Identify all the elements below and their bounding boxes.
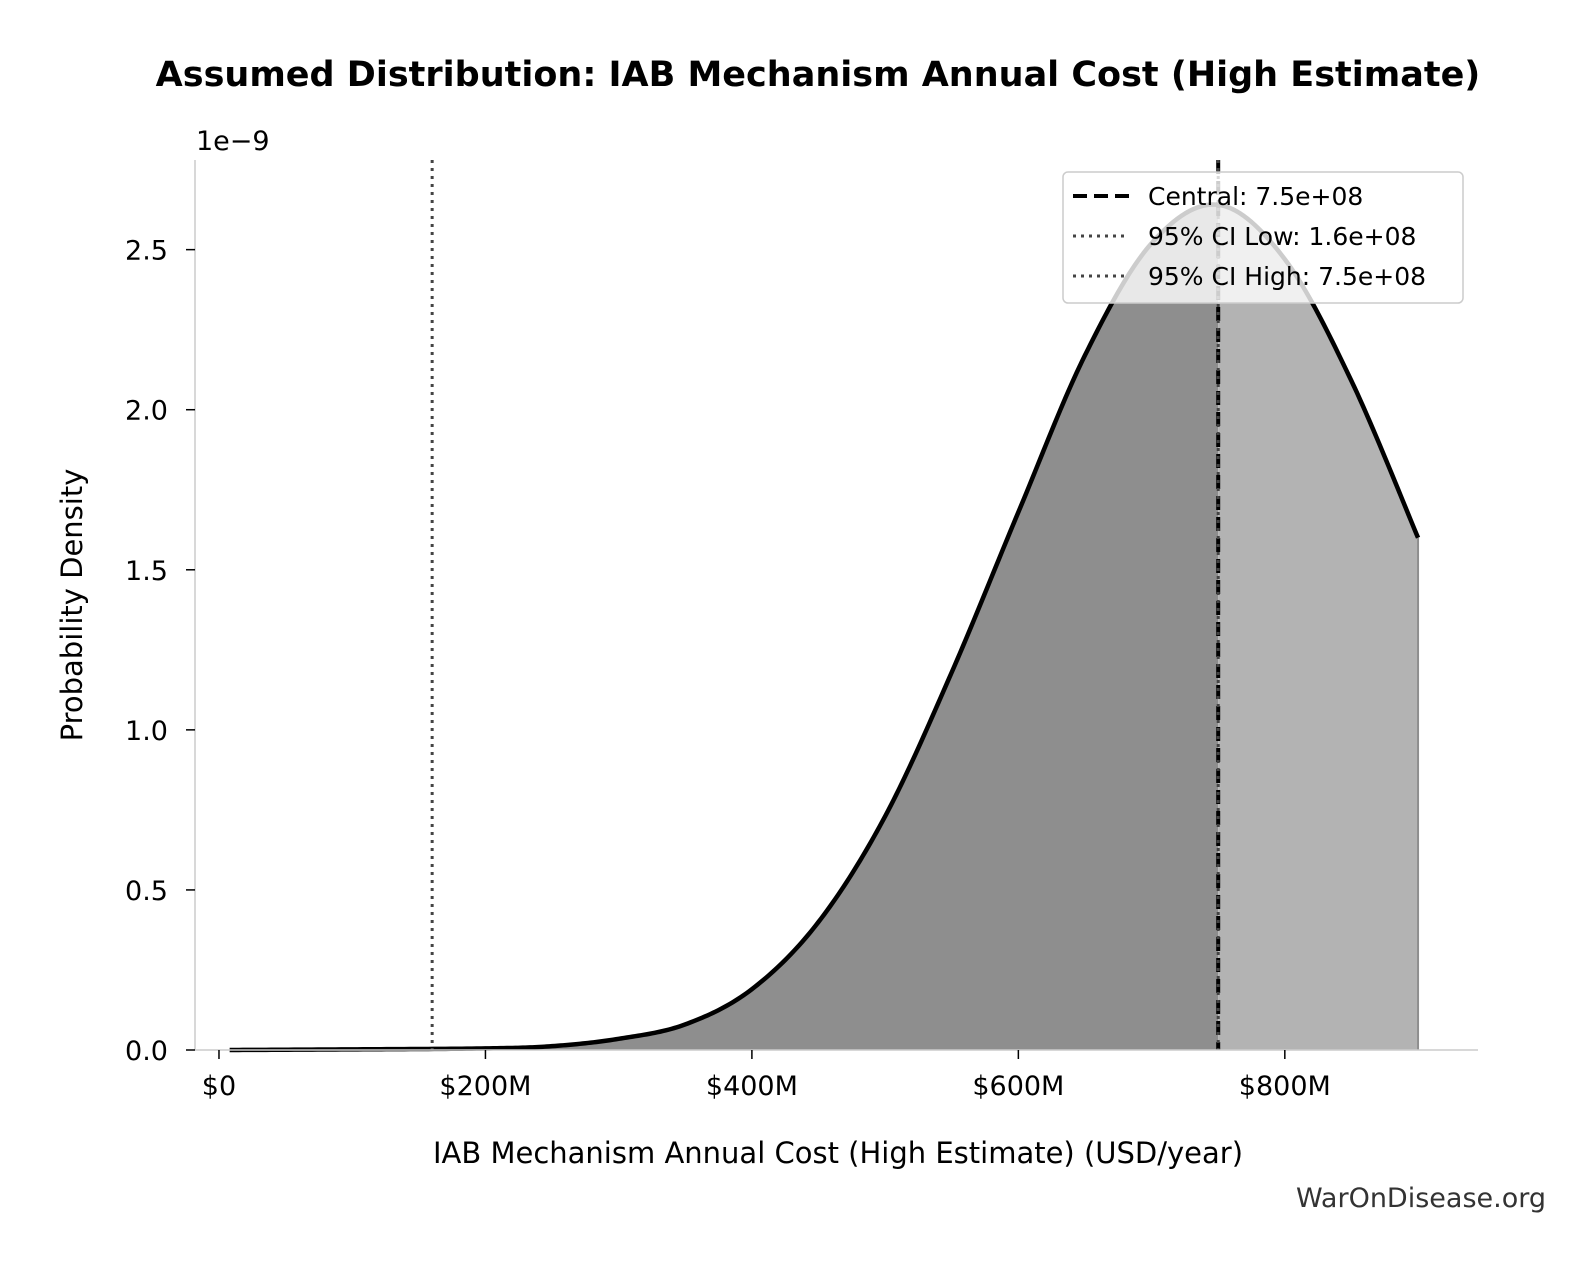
x-tick-label: $800M	[1239, 1071, 1331, 1102]
x-tick-label: $400M	[706, 1071, 798, 1102]
y-offset-label: 1e−9	[196, 126, 270, 157]
legend-label: 95% CI Low: 1.6e+08	[1148, 222, 1416, 251]
x-tick-label: $600M	[972, 1071, 1064, 1102]
y-tick-label: 2.0	[125, 396, 168, 427]
legend-box	[1062, 171, 1464, 304]
plot-area: $0 $200M $400M $600M $800M 0.0 0.5 1.0 1.5 2.0 2.5	[125, 160, 1478, 1102]
y-tick-label: 0.5	[125, 876, 168, 907]
y-axis-label: Probability Density	[55, 469, 89, 742]
legend: Central: 7.5e+08 95% CI Low: 1.6e+08 95% C…	[1062, 171, 1464, 304]
legend-label: Central: 7.5e+08	[1148, 182, 1363, 211]
x-tick-label: $200M	[439, 1071, 531, 1102]
chart-title: Assumed Distribution: IAB Mechanism Annu…	[156, 55, 1481, 95]
area-below-central	[229, 204, 1219, 1051]
y-tick-label: 0.0	[125, 1036, 168, 1067]
y-tick-label: 1.0	[125, 716, 168, 747]
area-above-central	[1218, 204, 1419, 1050]
x-axis-label: IAB Mechanism Annual Cost (High Estimate…	[433, 1136, 1243, 1170]
legend-label: 95% CI High: 7.5e+08	[1148, 262, 1426, 291]
watermark: WarOnDisease.org	[1296, 1183, 1546, 1214]
y-tick-label: 2.5	[125, 236, 168, 267]
x-tick-label: $0	[202, 1071, 236, 1102]
y-tick-label: 1.5	[125, 556, 168, 587]
